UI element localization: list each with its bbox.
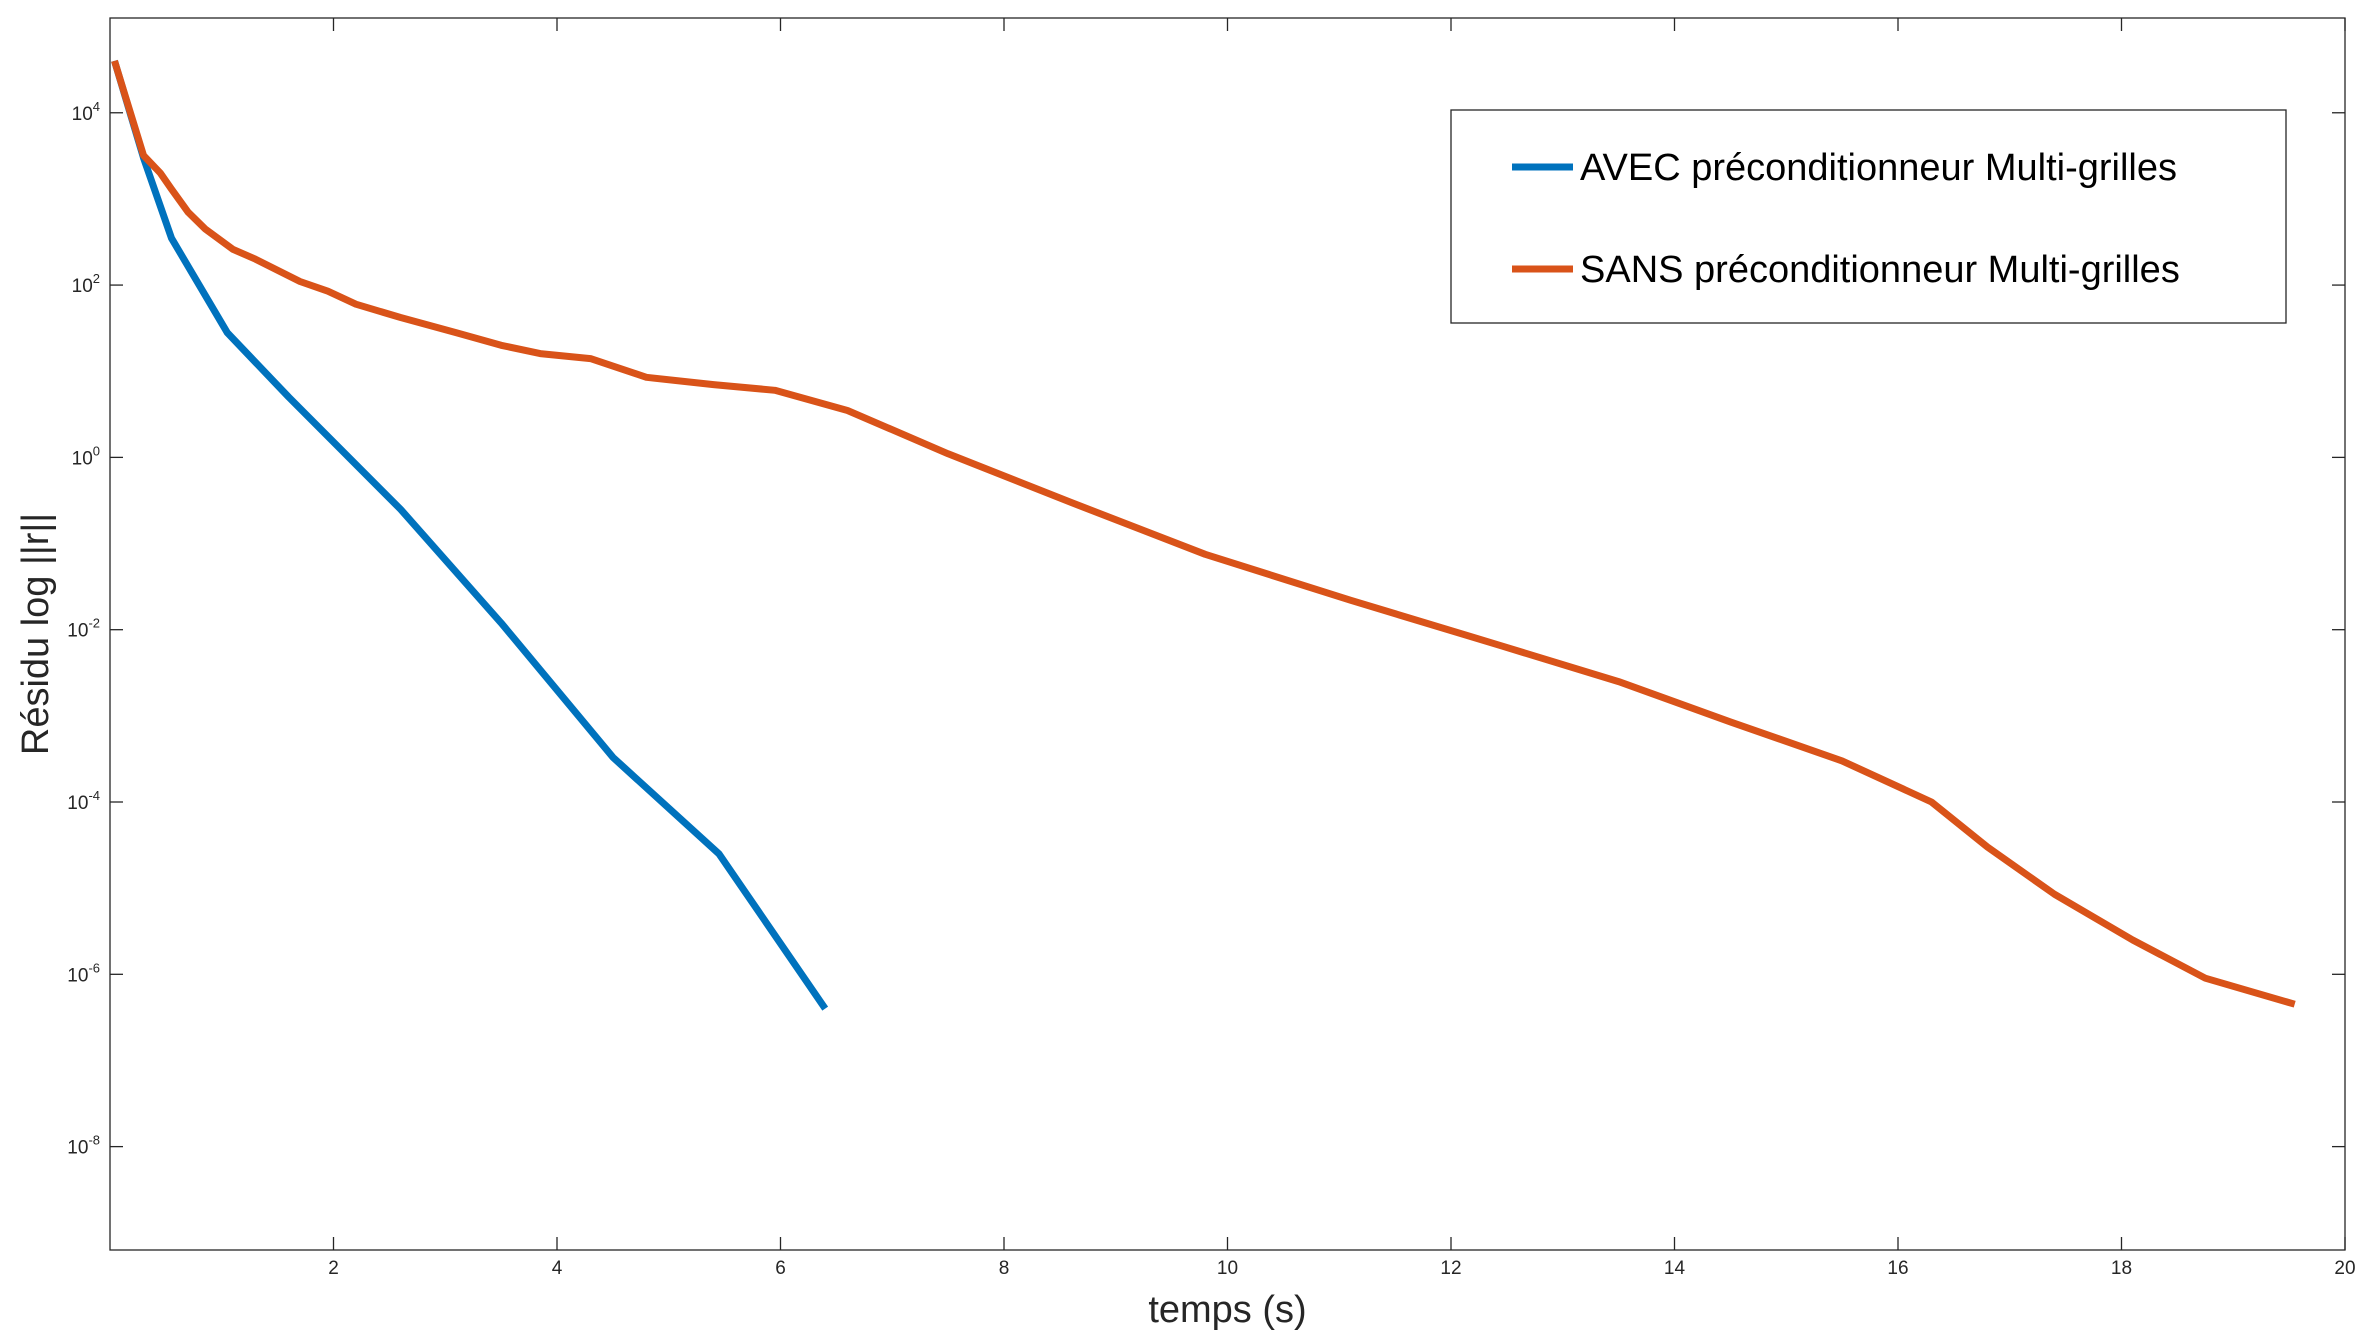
y-axis-label: Résidu log ||r|| <box>15 513 57 755</box>
series-line-avec <box>111 59 829 1011</box>
series-line-sans <box>111 59 2296 1008</box>
y-tick-label: 100 <box>72 443 100 469</box>
x-tick-label: 12 <box>1440 1258 1461 1279</box>
legend: AVEC préconditionneur Multi-grilles SANS… <box>1450 109 2287 324</box>
legend-box <box>1450 109 2287 324</box>
y-tick-label: 10-6 <box>67 960 100 986</box>
x-tick-label: 8 <box>999 1258 1010 1279</box>
x-tick-label: 14 <box>1664 1258 1686 1279</box>
y-axis: 104 102 100 10-2 10-4 10-6 10-8 <box>67 99 2345 1159</box>
series-layer <box>111 59 2296 1011</box>
x-tick-label: 10 <box>1217 1258 1238 1279</box>
x-tick-label: 4 <box>552 1258 563 1279</box>
x-axis-label: temps (s) <box>1148 1289 1306 1331</box>
x-tick-label: 20 <box>2334 1258 2355 1279</box>
y-tick-label: 10-8 <box>67 1133 100 1159</box>
legend-label-sans: SANS préconditionneur Multi-grilles <box>1580 249 2180 291</box>
y-tick-label: 10-4 <box>67 788 100 814</box>
x-tick-label: 18 <box>2111 1258 2132 1279</box>
x-axis: 2 4 6 8 10 12 14 16 18 20 <box>328 18 2356 1279</box>
legend-label-avec: AVEC préconditionneur Multi-grilles <box>1580 147 2177 189</box>
y-tick-label: 10-2 <box>67 616 100 642</box>
y-tick-label: 102 <box>72 271 100 297</box>
x-tick-label: 16 <box>1887 1258 1908 1279</box>
y-tick-label: 104 <box>72 99 100 125</box>
x-tick-label: 6 <box>775 1258 786 1279</box>
x-tick-label: 2 <box>328 1258 339 1279</box>
